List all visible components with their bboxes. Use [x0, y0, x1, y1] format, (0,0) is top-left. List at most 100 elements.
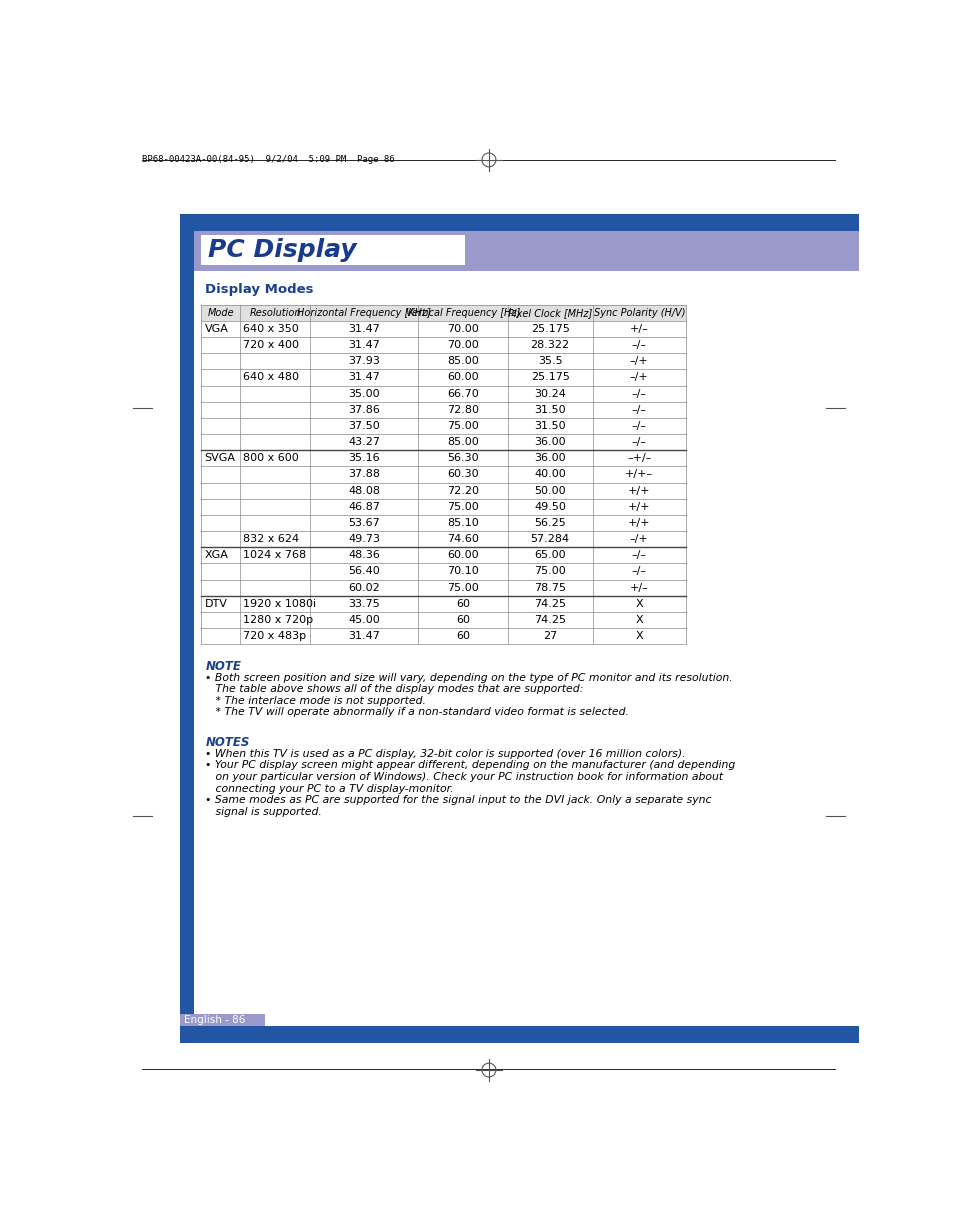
- Text: 31.47: 31.47: [348, 340, 379, 350]
- Text: 56.40: 56.40: [348, 566, 379, 577]
- Bar: [179, 231, 858, 270]
- Text: • Same modes as PC are supported for the signal input to the DVI jack. Only a se: • Same modes as PC are supported for the…: [205, 795, 711, 806]
- Text: 74.60: 74.60: [447, 534, 478, 544]
- Bar: [179, 1014, 265, 1026]
- Bar: [179, 1026, 858, 1043]
- Text: –/–: –/–: [631, 340, 646, 350]
- Text: • Both screen position and size will vary, depending on the type of PC monitor a: • Both screen position and size will var…: [205, 673, 732, 683]
- Text: 640 x 350: 640 x 350: [243, 324, 298, 333]
- Text: 1024 x 768: 1024 x 768: [243, 550, 306, 560]
- Text: • When this TV is used as a PC display, 32-bit color is supported (over 16 milli: • When this TV is used as a PC display, …: [205, 748, 685, 759]
- Text: English - 86: English - 86: [183, 1015, 245, 1025]
- Text: VGA: VGA: [204, 324, 228, 333]
- Text: 720 x 400: 720 x 400: [243, 340, 299, 350]
- Text: 31.50: 31.50: [534, 405, 565, 415]
- Text: –/–: –/–: [631, 388, 646, 399]
- Text: –/–: –/–: [631, 437, 646, 447]
- Text: 832 x 624: 832 x 624: [243, 534, 299, 544]
- Text: 60.00: 60.00: [447, 372, 478, 382]
- Text: 75.00: 75.00: [534, 566, 565, 577]
- Text: 37.93: 37.93: [348, 357, 379, 366]
- Text: 48.08: 48.08: [348, 486, 379, 495]
- Text: 37.50: 37.50: [348, 421, 379, 431]
- Text: Vertical Frequency [Hz]: Vertical Frequency [Hz]: [405, 308, 519, 318]
- Text: 53.67: 53.67: [348, 518, 379, 528]
- Text: 60.02: 60.02: [348, 583, 379, 593]
- Text: Horizontal Frequency [KHz]: Horizontal Frequency [KHz]: [297, 308, 431, 318]
- Text: 27: 27: [542, 632, 557, 641]
- Text: 46.87: 46.87: [348, 501, 379, 512]
- Text: 56.30: 56.30: [447, 453, 478, 464]
- Text: 31.47: 31.47: [348, 632, 379, 641]
- Text: Sync Polarity (H/V): Sync Polarity (H/V): [593, 308, 684, 318]
- Text: –/–: –/–: [631, 421, 646, 431]
- Bar: [201, 304, 685, 321]
- Text: 49.50: 49.50: [534, 501, 565, 512]
- Text: connecting your PC to a TV display-monitor.: connecting your PC to a TV display-monit…: [205, 784, 454, 793]
- Text: X: X: [635, 599, 642, 608]
- Text: 70.10: 70.10: [447, 566, 478, 577]
- Bar: [201, 235, 464, 265]
- Text: +/–: +/–: [629, 583, 648, 593]
- Text: 25.175: 25.175: [530, 372, 569, 382]
- Text: SVGA: SVGA: [204, 453, 235, 464]
- Text: 78.75: 78.75: [534, 583, 565, 593]
- Text: 60: 60: [456, 632, 470, 641]
- Text: 37.86: 37.86: [348, 405, 379, 415]
- Text: –/–: –/–: [631, 405, 646, 415]
- Text: 25.175: 25.175: [530, 324, 569, 333]
- Text: –+/–: –+/–: [626, 453, 651, 464]
- Text: 48.36: 48.36: [348, 550, 379, 560]
- Text: 50.00: 50.00: [534, 486, 565, 495]
- Text: 31.47: 31.47: [348, 324, 379, 333]
- Text: Display Modes: Display Modes: [205, 284, 314, 296]
- Text: –/+: –/+: [629, 534, 648, 544]
- Text: NOTES: NOTES: [205, 736, 250, 748]
- Text: X: X: [635, 632, 642, 641]
- Text: 60: 60: [456, 615, 470, 626]
- Text: BP68-00423A-00(84-95)  9/2/04  5:09 PM  Page 86: BP68-00423A-00(84-95) 9/2/04 5:09 PM Pag…: [142, 156, 395, 164]
- Text: PC Display: PC Display: [208, 239, 355, 262]
- Text: 1920 x 1080i: 1920 x 1080i: [243, 599, 316, 608]
- Bar: [179, 214, 193, 1026]
- Text: 640 x 480: 640 x 480: [243, 372, 299, 382]
- Text: Pixel Clock [MHz]: Pixel Clock [MHz]: [508, 308, 592, 318]
- Text: 85.00: 85.00: [447, 437, 478, 447]
- Text: 45.00: 45.00: [348, 615, 379, 626]
- Text: 36.00: 36.00: [534, 453, 565, 464]
- Text: 72.20: 72.20: [447, 486, 478, 495]
- Text: 75.00: 75.00: [447, 583, 478, 593]
- Text: on your particular version of Windows). Check your PC instruction book for infor: on your particular version of Windows). …: [205, 772, 722, 783]
- Text: 65.00: 65.00: [534, 550, 565, 560]
- Text: Resolution: Resolution: [249, 308, 300, 318]
- Text: 70.00: 70.00: [447, 340, 478, 350]
- Text: The table above shows all of the display modes that are supported:: The table above shows all of the display…: [205, 684, 583, 694]
- Text: XGA: XGA: [204, 550, 228, 560]
- Text: 85.00: 85.00: [447, 357, 478, 366]
- Text: 57.284: 57.284: [530, 534, 569, 544]
- Text: 35.5: 35.5: [537, 357, 562, 366]
- Text: +/+: +/+: [627, 501, 650, 512]
- Text: 800 x 600: 800 x 600: [243, 453, 298, 464]
- Text: 30.24: 30.24: [534, 388, 565, 399]
- Text: signal is supported.: signal is supported.: [205, 807, 322, 817]
- Text: NOTE: NOTE: [205, 660, 241, 673]
- Text: 1280 x 720p: 1280 x 720p: [243, 615, 313, 626]
- Text: 60: 60: [456, 599, 470, 608]
- Text: X: X: [635, 615, 642, 626]
- Text: 35.00: 35.00: [348, 388, 379, 399]
- Text: 31.47: 31.47: [348, 372, 379, 382]
- Text: 35.16: 35.16: [348, 453, 379, 464]
- Text: 43.27: 43.27: [348, 437, 379, 447]
- Text: 74.25: 74.25: [534, 615, 565, 626]
- Text: 720 x 483p: 720 x 483p: [243, 632, 306, 641]
- Text: 40.00: 40.00: [534, 470, 565, 479]
- Text: +/+: +/+: [627, 518, 650, 528]
- Text: +/+: +/+: [627, 486, 650, 495]
- Text: • Your PC display screen might appear different, depending on the manufacturer (: • Your PC display screen might appear di…: [205, 761, 735, 770]
- Text: DTV: DTV: [204, 599, 227, 608]
- Text: 74.25: 74.25: [534, 599, 565, 608]
- Text: 66.70: 66.70: [447, 388, 478, 399]
- Text: 60.00: 60.00: [447, 550, 478, 560]
- Text: 31.50: 31.50: [534, 421, 565, 431]
